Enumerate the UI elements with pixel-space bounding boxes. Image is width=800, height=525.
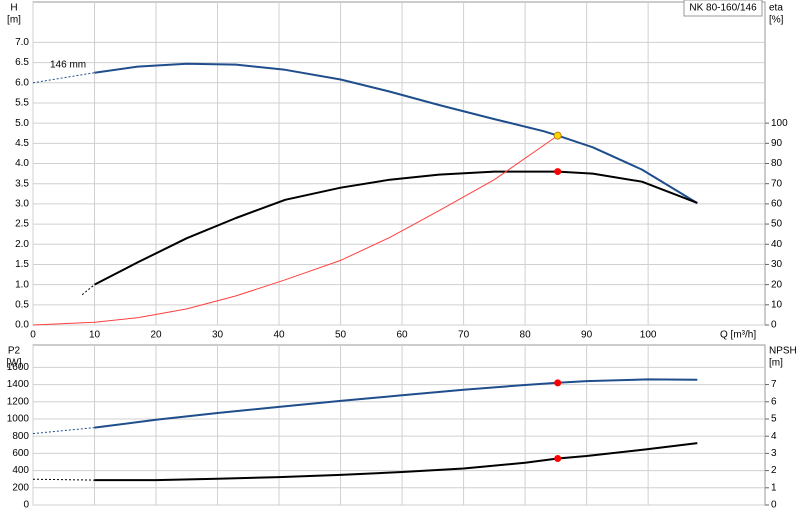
x-tick-label: 40 <box>273 330 285 341</box>
y-tick-label: 600 <box>12 448 29 459</box>
y2-tick-label: 60 <box>771 199 783 210</box>
y2-axis-title: eta <box>769 3 783 14</box>
y-tick-label: 6.5 <box>15 57 29 68</box>
y2-tick-label: 20 <box>771 279 783 290</box>
y2-tick-label: 30 <box>771 259 783 270</box>
duty-point <box>554 455 562 463</box>
y2-tick-label: 7 <box>771 379 777 390</box>
y2-tick-label: 10 <box>771 299 783 310</box>
y-tick-label: 0.0 <box>15 320 29 331</box>
curve <box>94 170 698 286</box>
y-axis-unit: [W] <box>7 358 22 369</box>
y2-tick-label: 0 <box>771 500 777 511</box>
y2-tick-label: 80 <box>771 158 783 169</box>
curve <box>81 284 95 296</box>
y-tick-label: 1400 <box>7 379 30 390</box>
y2-tick-label: 90 <box>771 138 783 149</box>
y-tick-label: 5.0 <box>15 118 29 129</box>
y2-tick-label: 1 <box>771 482 777 493</box>
y-tick-label: 2.5 <box>15 219 29 230</box>
title-box <box>683 0 763 17</box>
y-axis-title: H <box>10 3 17 14</box>
y-tick-label: 1200 <box>7 396 30 407</box>
duty-point <box>554 379 562 387</box>
y-tick-label: 4.0 <box>15 158 29 169</box>
y2-tick-label: 100 <box>771 118 788 129</box>
y2-tick-label: 5 <box>771 414 777 425</box>
y-tick-label: 5.5 <box>15 98 29 109</box>
y-tick-label: 2.0 <box>15 239 29 250</box>
x-tick-label: 100 <box>640 330 657 341</box>
y-tick-label: 6.0 <box>15 77 29 88</box>
y-tick-label: 1000 <box>7 414 30 425</box>
y2-tick-label: 70 <box>771 178 783 189</box>
y2-axis-unit: [%] <box>769 15 784 26</box>
x-tick-label: 50 <box>335 330 347 341</box>
x-axis-title: Q [m³/h] <box>720 330 756 341</box>
y2-tick-label: 50 <box>771 219 783 230</box>
y-axis-title: P2 <box>8 346 21 357</box>
x-tick-label: 20 <box>150 330 162 341</box>
curve <box>94 378 698 429</box>
y-tick-label: 3.0 <box>15 199 29 210</box>
x-tick-label: 90 <box>581 330 593 341</box>
y-tick-label: 0 <box>23 500 29 511</box>
y2-tick-label: 3 <box>771 448 777 459</box>
x-tick-label: 10 <box>89 330 101 341</box>
y-tick-label: 1600 <box>7 362 30 373</box>
y2-tick-label: 0 <box>771 320 777 331</box>
y-tick-label: 200 <box>12 482 29 493</box>
curve <box>94 62 698 204</box>
y2-tick-label: 6 <box>771 396 777 407</box>
curve <box>94 442 698 482</box>
y-axis-unit: [m] <box>7 15 21 26</box>
y-tick-label: 400 <box>12 465 29 476</box>
x-tick-label: 70 <box>458 330 470 341</box>
y2-tick-label: 4 <box>771 431 777 442</box>
x-tick-label: 30 <box>212 330 224 341</box>
y-tick-label: 4.5 <box>15 138 29 149</box>
y-tick-label: 800 <box>12 431 29 442</box>
curve <box>32 135 558 326</box>
y-tick-label: 3.5 <box>15 178 29 189</box>
y-tick-label: 1.0 <box>15 279 29 290</box>
y-tick-label: 1.5 <box>15 259 29 270</box>
duty-point <box>553 131 562 140</box>
duty-point <box>554 168 562 176</box>
y-tick-label: 0.5 <box>15 299 29 310</box>
curve-annotation: 146 mm <box>50 60 86 71</box>
x-tick-label: 80 <box>520 330 532 341</box>
chart-title: NK 80-160/146 <box>689 3 757 14</box>
x-tick-label: 0 <box>30 330 36 341</box>
x-tick-label: 60 <box>397 330 409 341</box>
y2-tick-label: 2 <box>771 465 777 476</box>
y2-axis-unit: [m] <box>769 358 783 369</box>
y2-tick-label: 40 <box>771 239 783 250</box>
y2-axis-title: NPSH <box>769 346 797 357</box>
y-tick-label: 7.0 <box>15 37 29 48</box>
